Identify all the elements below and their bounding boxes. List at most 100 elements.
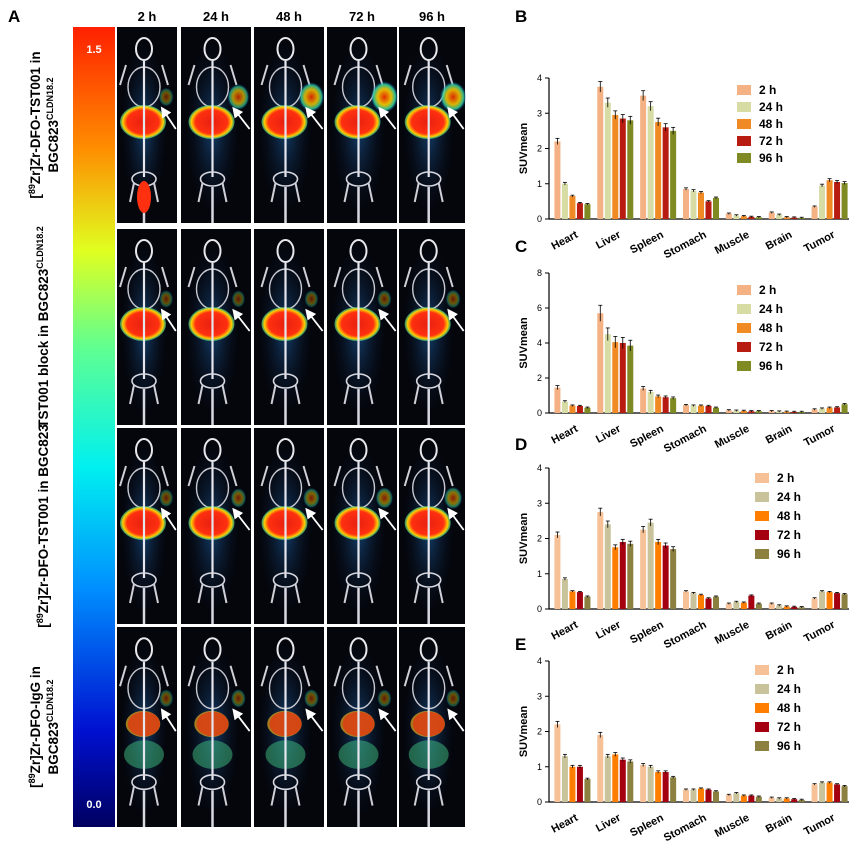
x-tick-label: Muscle bbox=[713, 229, 752, 257]
bar bbox=[768, 797, 775, 802]
tumor-arrow bbox=[447, 106, 465, 130]
x-tick-label: Stomach bbox=[662, 229, 709, 262]
legend-label: 48 h bbox=[759, 321, 783, 335]
y-tick-label: 1 bbox=[537, 569, 542, 579]
x-tick-label: Liver bbox=[594, 811, 623, 834]
bar bbox=[748, 795, 755, 802]
legend-label: 72 h bbox=[777, 528, 801, 542]
bar bbox=[791, 799, 798, 802]
legend-label: 72 h bbox=[777, 720, 801, 734]
time-labels: 2 h 24 h 48 h 72 h 96 h bbox=[138, 9, 445, 24]
row-label-line2: BGC823CLDN18.2 bbox=[45, 679, 61, 774]
bar bbox=[647, 522, 654, 609]
bar bbox=[597, 512, 604, 609]
time-label: 48 h bbox=[276, 9, 302, 24]
bar bbox=[584, 204, 591, 219]
tumor-uptake bbox=[445, 289, 461, 309]
bar bbox=[690, 190, 697, 219]
bar bbox=[740, 216, 747, 219]
pet-image bbox=[254, 428, 324, 624]
legend-swatch bbox=[737, 153, 751, 163]
y-tick-label: 2 bbox=[537, 534, 542, 544]
bar bbox=[612, 342, 619, 413]
color-scale-max: 1.5 bbox=[86, 44, 101, 56]
bar bbox=[647, 106, 654, 219]
time-label: 72 h bbox=[349, 9, 375, 24]
legend-swatch bbox=[755, 703, 769, 713]
bar bbox=[597, 735, 604, 802]
legend-label: 2 h bbox=[777, 663, 794, 677]
legend-swatch bbox=[737, 136, 751, 146]
x-tick-label: Stomach bbox=[662, 423, 709, 456]
bar bbox=[826, 592, 833, 609]
bar bbox=[655, 772, 662, 802]
bar bbox=[755, 217, 762, 219]
y-axis-label: SUVmean bbox=[518, 123, 530, 175]
tumor-uptake bbox=[375, 487, 394, 509]
bar bbox=[841, 404, 848, 413]
bar bbox=[576, 406, 583, 413]
bar bbox=[597, 313, 604, 413]
bar bbox=[554, 387, 561, 413]
x-tick-label: Brain bbox=[764, 619, 795, 643]
y-tick-label: 2 bbox=[537, 144, 542, 154]
y-tick-label: 4 bbox=[537, 338, 542, 348]
tumor-uptake bbox=[227, 84, 250, 110]
bar bbox=[662, 397, 669, 413]
tumor-arrow bbox=[447, 708, 465, 732]
bar bbox=[612, 754, 619, 802]
tumor-uptake bbox=[377, 689, 392, 708]
legend-label: 48 h bbox=[777, 509, 801, 523]
pet-image bbox=[181, 627, 251, 827]
bar bbox=[584, 596, 591, 609]
tumor-uptake bbox=[159, 488, 174, 508]
bar bbox=[561, 756, 568, 802]
bar bbox=[604, 102, 611, 219]
tumor-arrow bbox=[447, 308, 465, 332]
bar bbox=[755, 603, 762, 609]
x-tick-label: Tumor bbox=[802, 811, 838, 838]
panel-label: C bbox=[515, 237, 527, 256]
legend-swatch bbox=[737, 342, 751, 352]
bar bbox=[841, 183, 848, 219]
bar bbox=[576, 592, 583, 609]
tumor-uptake bbox=[303, 487, 320, 509]
x-tick-label: Brain bbox=[764, 812, 795, 836]
bar bbox=[713, 407, 719, 413]
bar bbox=[798, 799, 805, 802]
legend-label: 24 h bbox=[759, 100, 783, 114]
bar bbox=[740, 410, 747, 413]
bar bbox=[791, 606, 798, 609]
bar bbox=[783, 606, 790, 609]
bar bbox=[733, 793, 740, 802]
legend-label: 96 h bbox=[759, 359, 783, 373]
y-axis-label: SUVmean bbox=[518, 706, 530, 758]
bar bbox=[733, 601, 740, 609]
x-tick-label: Tumor bbox=[802, 422, 838, 449]
row-labels: [89Zr]Zr-DFO-TST001 in BGC823CLDN18.2TST0… bbox=[27, 51, 61, 788]
bar bbox=[612, 115, 619, 219]
bar bbox=[619, 343, 626, 413]
bar bbox=[725, 794, 732, 802]
bar bbox=[698, 405, 704, 413]
y-tick-label: 8 bbox=[537, 268, 542, 278]
pet-image bbox=[327, 428, 397, 624]
y-axis-label: SUVmean bbox=[518, 513, 530, 565]
tumor-uptake bbox=[159, 689, 174, 708]
row-label: [89Zr]Zr-DFO-TST001 in BGC823 bbox=[35, 424, 51, 628]
row-label-line1: [89Zr]Zr-DFO-IgG in bbox=[27, 666, 43, 788]
tumor-uptake bbox=[231, 290, 246, 308]
bar bbox=[569, 591, 576, 609]
bar bbox=[834, 181, 841, 219]
y-tick-label: 0 bbox=[537, 408, 542, 418]
tumor-uptake bbox=[159, 290, 174, 308]
y-axis-label: SUVmean bbox=[518, 317, 530, 369]
x-tick-label: Spleen bbox=[628, 619, 666, 647]
tumor-arrow bbox=[160, 507, 177, 531]
y-tick-label: 4 bbox=[537, 463, 542, 473]
x-tick-label: Brain bbox=[764, 423, 795, 447]
y-tick-label: 6 bbox=[537, 303, 542, 313]
